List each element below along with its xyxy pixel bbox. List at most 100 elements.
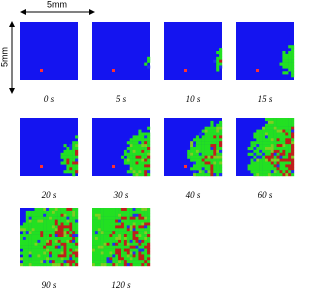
cell (75, 210, 79, 214)
cell (198, 149, 202, 153)
cell (132, 135, 136, 139)
cell (115, 216, 119, 220)
cell (141, 155, 145, 159)
cell (282, 138, 286, 142)
cell (195, 138, 199, 142)
cell (288, 132, 292, 136)
cell (198, 173, 202, 177)
cell (267, 158, 271, 162)
cell (121, 245, 125, 249)
cell (129, 155, 133, 159)
cell (94, 251, 98, 255)
cell (253, 173, 257, 177)
cell (288, 120, 292, 124)
cell (115, 228, 119, 232)
cell (20, 234, 24, 238)
cell (126, 155, 130, 159)
cell (256, 132, 260, 136)
cell (207, 135, 211, 139)
cell (46, 251, 50, 255)
cell (219, 149, 223, 153)
cell (213, 161, 217, 165)
cell (147, 237, 151, 241)
cell (253, 164, 257, 168)
cell (66, 152, 70, 156)
cell (291, 129, 295, 133)
cell (138, 245, 142, 249)
cell (273, 167, 277, 171)
cell (60, 251, 64, 255)
cell (66, 251, 70, 255)
cell (285, 132, 289, 136)
cell (201, 141, 205, 145)
cell (273, 132, 277, 136)
cell (253, 170, 257, 174)
cell (193, 170, 197, 174)
cell (106, 222, 110, 226)
cell (253, 149, 257, 153)
source-point (184, 165, 187, 168)
cell (75, 245, 79, 249)
cell (121, 234, 125, 238)
cell (267, 167, 271, 171)
cell (262, 152, 266, 156)
cell (253, 144, 257, 148)
cell (210, 138, 214, 142)
cell (132, 239, 136, 243)
cell (193, 144, 197, 148)
cell (69, 242, 73, 246)
cell (57, 219, 61, 223)
cell (193, 152, 197, 156)
cell (97, 234, 101, 238)
cell (256, 167, 260, 171)
cell (219, 126, 223, 130)
cell (72, 263, 76, 267)
panel (20, 118, 79, 177)
cell (46, 257, 50, 261)
cell (259, 129, 263, 133)
cell (49, 210, 53, 214)
cell (54, 260, 58, 264)
cell (141, 167, 145, 171)
cell (276, 158, 280, 162)
cell (51, 254, 55, 258)
cell (141, 141, 145, 145)
cell (282, 120, 286, 124)
cell (256, 155, 260, 159)
cell (72, 152, 76, 156)
cell (285, 59, 289, 63)
cell (291, 74, 295, 78)
cell (51, 210, 55, 214)
cell (267, 152, 271, 156)
cell (129, 257, 133, 261)
cell (43, 228, 47, 232)
cell (66, 161, 70, 165)
cell (259, 152, 263, 156)
cell (141, 170, 145, 174)
cell (138, 216, 142, 220)
cell (97, 242, 101, 246)
cell (201, 135, 205, 139)
cell (97, 219, 101, 223)
cell (288, 118, 292, 122)
cell (132, 141, 136, 145)
cell (144, 161, 148, 165)
cell (138, 152, 142, 156)
cell (282, 62, 286, 66)
cell (141, 228, 145, 232)
cell (207, 158, 211, 162)
cell (216, 68, 220, 72)
cell (279, 158, 283, 162)
cell (288, 138, 292, 142)
cell (198, 164, 202, 168)
cell (201, 161, 205, 165)
cell (40, 257, 44, 261)
cell (288, 129, 292, 133)
cell (72, 158, 76, 162)
cell (63, 216, 67, 220)
cell (25, 254, 29, 258)
cell (285, 120, 289, 124)
cell (109, 242, 113, 246)
cell (147, 132, 151, 136)
cell (28, 210, 32, 214)
